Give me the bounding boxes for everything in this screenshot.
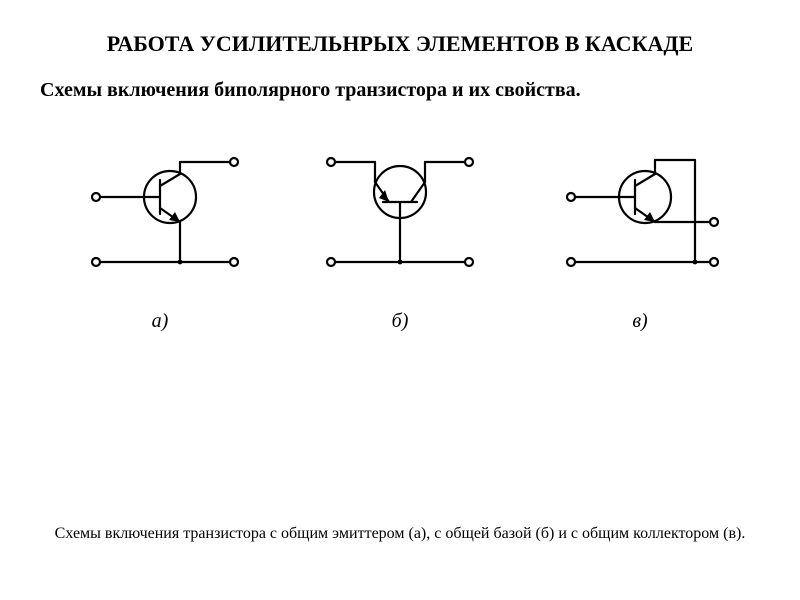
diagram-row: а)	[40, 142, 760, 333]
diagram-label-a: а)	[65, 310, 255, 333]
diagram-label-v: в)	[545, 310, 735, 333]
slide: РАБОТА УСИЛИТЕЛЬНРЫХ ЭЛЕМЕНТОВ В КАСКАДЕ…	[0, 0, 800, 600]
diagram-label-b: б)	[305, 310, 495, 333]
schematic-b-icon	[305, 142, 495, 302]
diagram-common-base: б)	[305, 142, 495, 333]
slide-subtitle: Схемы включения биполярного транзистора …	[40, 79, 760, 102]
schematic-a-icon	[65, 142, 255, 302]
diagram-common-emitter: а)	[65, 142, 255, 333]
slide-caption: Схемы включения транзистора с общим эмит…	[40, 523, 760, 545]
slide-title: РАБОТА УСИЛИТЕЛЬНРЫХ ЭЛЕМЕНТОВ В КАСКАДЕ	[40, 30, 760, 59]
diagram-common-collector: в)	[545, 142, 735, 333]
schematic-v-icon	[545, 142, 735, 302]
